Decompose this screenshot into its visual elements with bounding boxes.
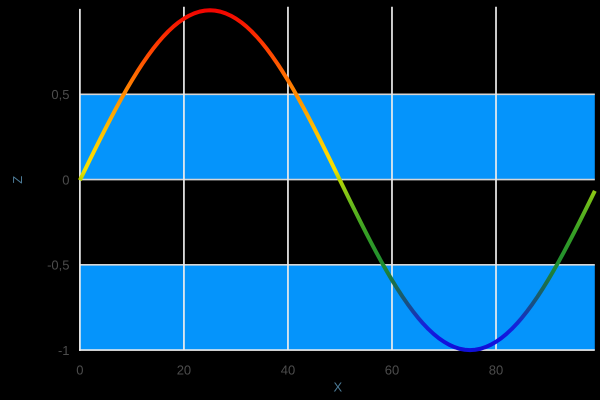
svg-text:60: 60 [385,362,399,377]
svg-text:-1: -1 [58,343,70,358]
svg-text:-0,5: -0,5 [47,258,69,273]
svg-text:80: 80 [489,362,503,377]
svg-text:40: 40 [281,362,295,377]
svg-text:0: 0 [62,172,69,187]
svg-text:20: 20 [177,362,191,377]
svg-text:X: X [333,379,342,394]
svg-text:0,5: 0,5 [51,87,69,102]
svg-text:0: 0 [76,362,83,377]
svg-text:Z: Z [10,176,25,184]
